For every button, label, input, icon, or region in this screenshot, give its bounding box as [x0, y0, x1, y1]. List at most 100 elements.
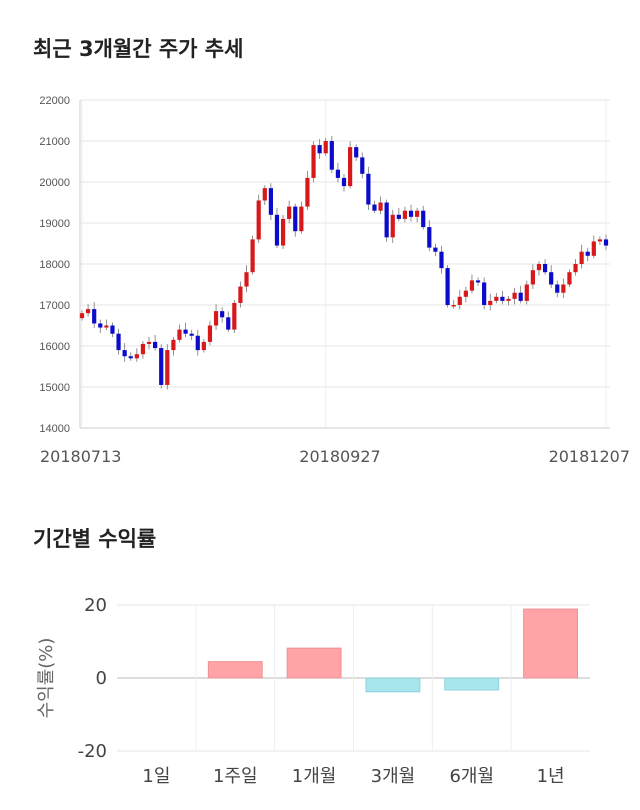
candle-body [415, 210, 420, 217]
candle-body [287, 206, 292, 219]
candle-body [98, 323, 103, 328]
candle-body [402, 210, 408, 219]
candle-body [85, 309, 91, 314]
candle-body [183, 329, 188, 334]
candle-body [378, 202, 383, 211]
candle-body [329, 141, 334, 170]
candle-body [549, 272, 554, 285]
candle-body [110, 325, 115, 334]
candle-body [238, 286, 243, 303]
candle-body [567, 272, 572, 285]
candle-body [500, 296, 505, 301]
candle-body [512, 292, 517, 299]
candle-body [232, 302, 237, 330]
x-category-label: 1주일 [213, 766, 258, 787]
candle-body [323, 141, 328, 154]
x-tick-label: 20181207 [549, 447, 630, 466]
x-category-label: 1개월 [292, 766, 337, 787]
candle-body [591, 241, 596, 256]
candle-body [104, 325, 109, 328]
x-category-label: 6개월 [449, 766, 494, 787]
candle-body [360, 157, 365, 174]
candle-body [262, 188, 267, 201]
candle-body [347, 147, 353, 187]
candle-body [555, 284, 560, 293]
candle-body [171, 339, 176, 351]
candle-body [524, 284, 529, 301]
candle-body [421, 210, 426, 228]
return-bar [286, 647, 342, 679]
x-category-label: 1일 [142, 766, 170, 787]
candle-body [140, 343, 146, 355]
candle-body [226, 317, 231, 330]
y-tick-label: 16000 [39, 341, 70, 353]
candle-body [506, 298, 511, 301]
candle-body [494, 296, 499, 301]
y-tick-label: 19000 [39, 218, 70, 230]
candle-body [207, 325, 213, 342]
candle-body [274, 214, 280, 246]
candle-body [585, 251, 590, 256]
candle-body [482, 282, 487, 305]
candle-body [433, 247, 438, 252]
candle-body [451, 305, 456, 307]
y-tick-label: 17000 [39, 300, 70, 312]
candle-body [250, 239, 255, 273]
candle-body [268, 188, 273, 215]
candle-body [195, 335, 200, 351]
y-axis-label: 수익률(%) [36, 638, 57, 719]
candle-body [159, 348, 164, 385]
candle-body [280, 218, 286, 246]
candle-body [213, 311, 219, 326]
candle-body [244, 272, 249, 287]
candle-body [92, 309, 97, 324]
candle-body [366, 173, 371, 205]
candle-body [293, 206, 298, 232]
y-tick-label: 20 [84, 595, 107, 616]
x-category-label: 3개월 [371, 766, 416, 787]
candle-body [445, 268, 450, 305]
candle-body [384, 202, 389, 238]
x-category-label: 1년 [537, 766, 565, 787]
candle-body [475, 280, 481, 283]
candle-body [469, 280, 475, 291]
candle-body [561, 284, 566, 293]
candle-body [153, 341, 158, 349]
y-tick-label: 21000 [39, 136, 70, 148]
price-trend-title: 최근 3개월간 주가 추세 [33, 37, 244, 61]
candle-body [439, 251, 444, 269]
candle-body [122, 350, 127, 357]
y-tick-label: 15000 [39, 382, 70, 394]
candle-body [311, 145, 316, 178]
candle-body [305, 177, 310, 207]
candle-body [146, 341, 152, 344]
candle-body [573, 264, 578, 273]
candle-body [165, 350, 170, 385]
candle-body [457, 296, 462, 305]
y-tick-label: 14000 [39, 423, 70, 435]
candle-body [372, 204, 377, 211]
candle-body [488, 300, 493, 305]
candle-body [317, 145, 322, 154]
y-tick-label: 0 [96, 668, 107, 689]
candle-body [220, 311, 225, 318]
candle-body [341, 177, 347, 187]
candle-body [116, 333, 121, 351]
candle-body [542, 264, 548, 273]
return-bar [365, 677, 421, 693]
price-candlestick-chart: 14000 15000 16000 17000 18000 19000 20000 21000… [39, 95, 630, 466]
y-tick-label: -20 [78, 741, 107, 762]
candle-body [256, 200, 261, 240]
candle-body [536, 264, 542, 271]
candle-body [128, 356, 133, 359]
x-tick-label: 20180927 [299, 447, 380, 466]
candle-body [408, 210, 414, 217]
y-tick-label: 18000 [39, 259, 70, 271]
return-bar [444, 677, 500, 691]
candle-body [299, 206, 304, 232]
candle-body [427, 227, 432, 248]
y-tick-label: 20000 [39, 177, 70, 189]
candle-body [396, 214, 401, 219]
candle-body [201, 341, 206, 351]
